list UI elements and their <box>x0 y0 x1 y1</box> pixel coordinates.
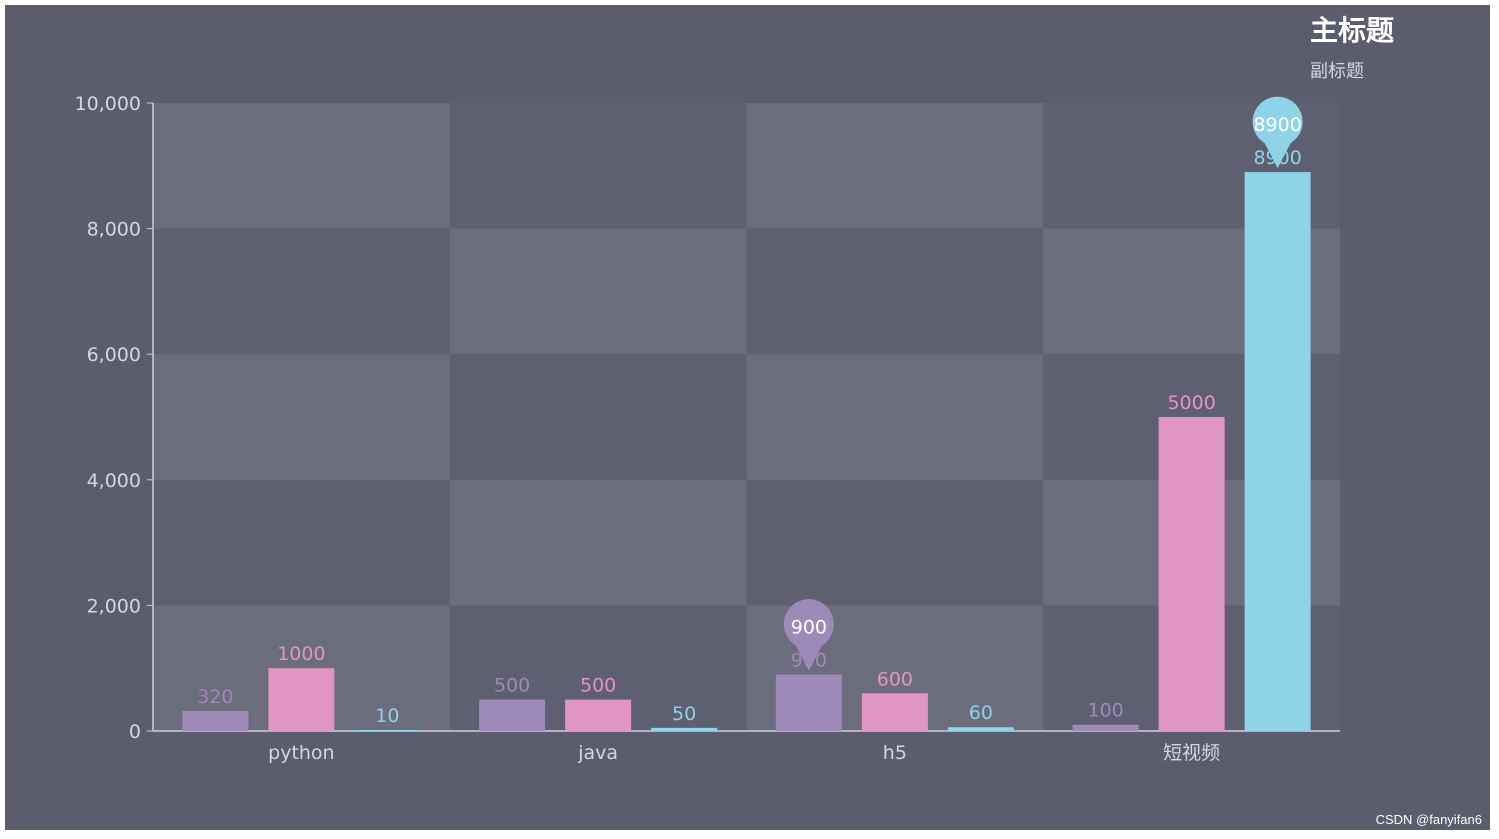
data-label: 100 <box>1087 700 1123 722</box>
data-label: 320 <box>197 686 233 708</box>
bar-chart: 0 2,000 4,000 6,000 8,000 10,000 python java h5 短… <box>75 93 1340 764</box>
data-label: 1000 <box>277 643 325 665</box>
grid-cell <box>449 103 747 229</box>
data-label: 500 <box>580 675 616 697</box>
bar <box>565 699 632 731</box>
grid-cell <box>449 228 747 355</box>
y-tick-label: 8,000 <box>87 219 141 241</box>
x-tick-label: python <box>268 742 334 764</box>
bar <box>947 727 1014 731</box>
data-label: 500 <box>494 675 530 697</box>
data-label: 10 <box>375 705 399 727</box>
grid-cell <box>449 354 747 480</box>
grid-cell <box>153 228 450 355</box>
chart-frame: 0 2,000 4,000 6,000 8,000 10,000 python java h5 短… <box>5 5 1490 830</box>
chart-title: 主标题 <box>1310 14 1395 47</box>
data-label: 5000 <box>1167 392 1215 414</box>
data-label: 50 <box>672 703 696 725</box>
bar <box>182 710 249 731</box>
bar <box>354 730 421 731</box>
watermark: CSDN @fanyifan6 <box>1375 812 1482 827</box>
marker-label: 8900 <box>1253 114 1301 136</box>
y-tick-label: 4,000 <box>87 470 141 492</box>
grid-cell <box>153 354 450 480</box>
grid-cell <box>153 479 450 606</box>
grid-cell <box>746 103 1044 229</box>
marker-pin <box>1252 96 1303 169</box>
x-tick-label: 短视频 <box>1163 742 1220 764</box>
marker-label: 900 <box>791 616 827 638</box>
bar <box>775 674 842 731</box>
x-tick-label: java <box>577 742 618 764</box>
x-tick-label: h5 <box>883 742 907 764</box>
bar <box>861 693 928 731</box>
y-tick-label: 10,000 <box>75 93 141 115</box>
bar <box>268 668 335 731</box>
marker-pin <box>783 599 834 671</box>
bar <box>1244 172 1311 731</box>
y-tick-label: 2,000 <box>87 595 141 617</box>
grid-cell <box>746 228 1044 355</box>
data-label: 60 <box>969 702 993 724</box>
grid-cell <box>746 479 1044 606</box>
y-tick-label: 6,000 <box>87 344 141 366</box>
chart-subtitle: 副标题 <box>1310 61 1364 82</box>
data-label: 600 <box>877 668 913 690</box>
y-tick-label: 0 <box>129 721 141 743</box>
bar <box>651 727 718 731</box>
bar <box>479 699 546 731</box>
grid-cell <box>153 103 450 229</box>
bar <box>1072 724 1139 731</box>
grid-cell <box>449 479 747 606</box>
bar <box>1158 417 1225 731</box>
grid-cell <box>746 354 1044 480</box>
